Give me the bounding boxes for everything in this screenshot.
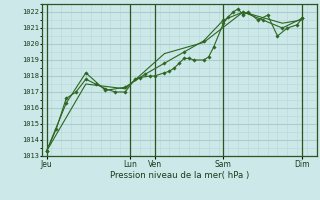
X-axis label: Pression niveau de la mer( hPa ): Pression niveau de la mer( hPa ) — [109, 171, 249, 180]
